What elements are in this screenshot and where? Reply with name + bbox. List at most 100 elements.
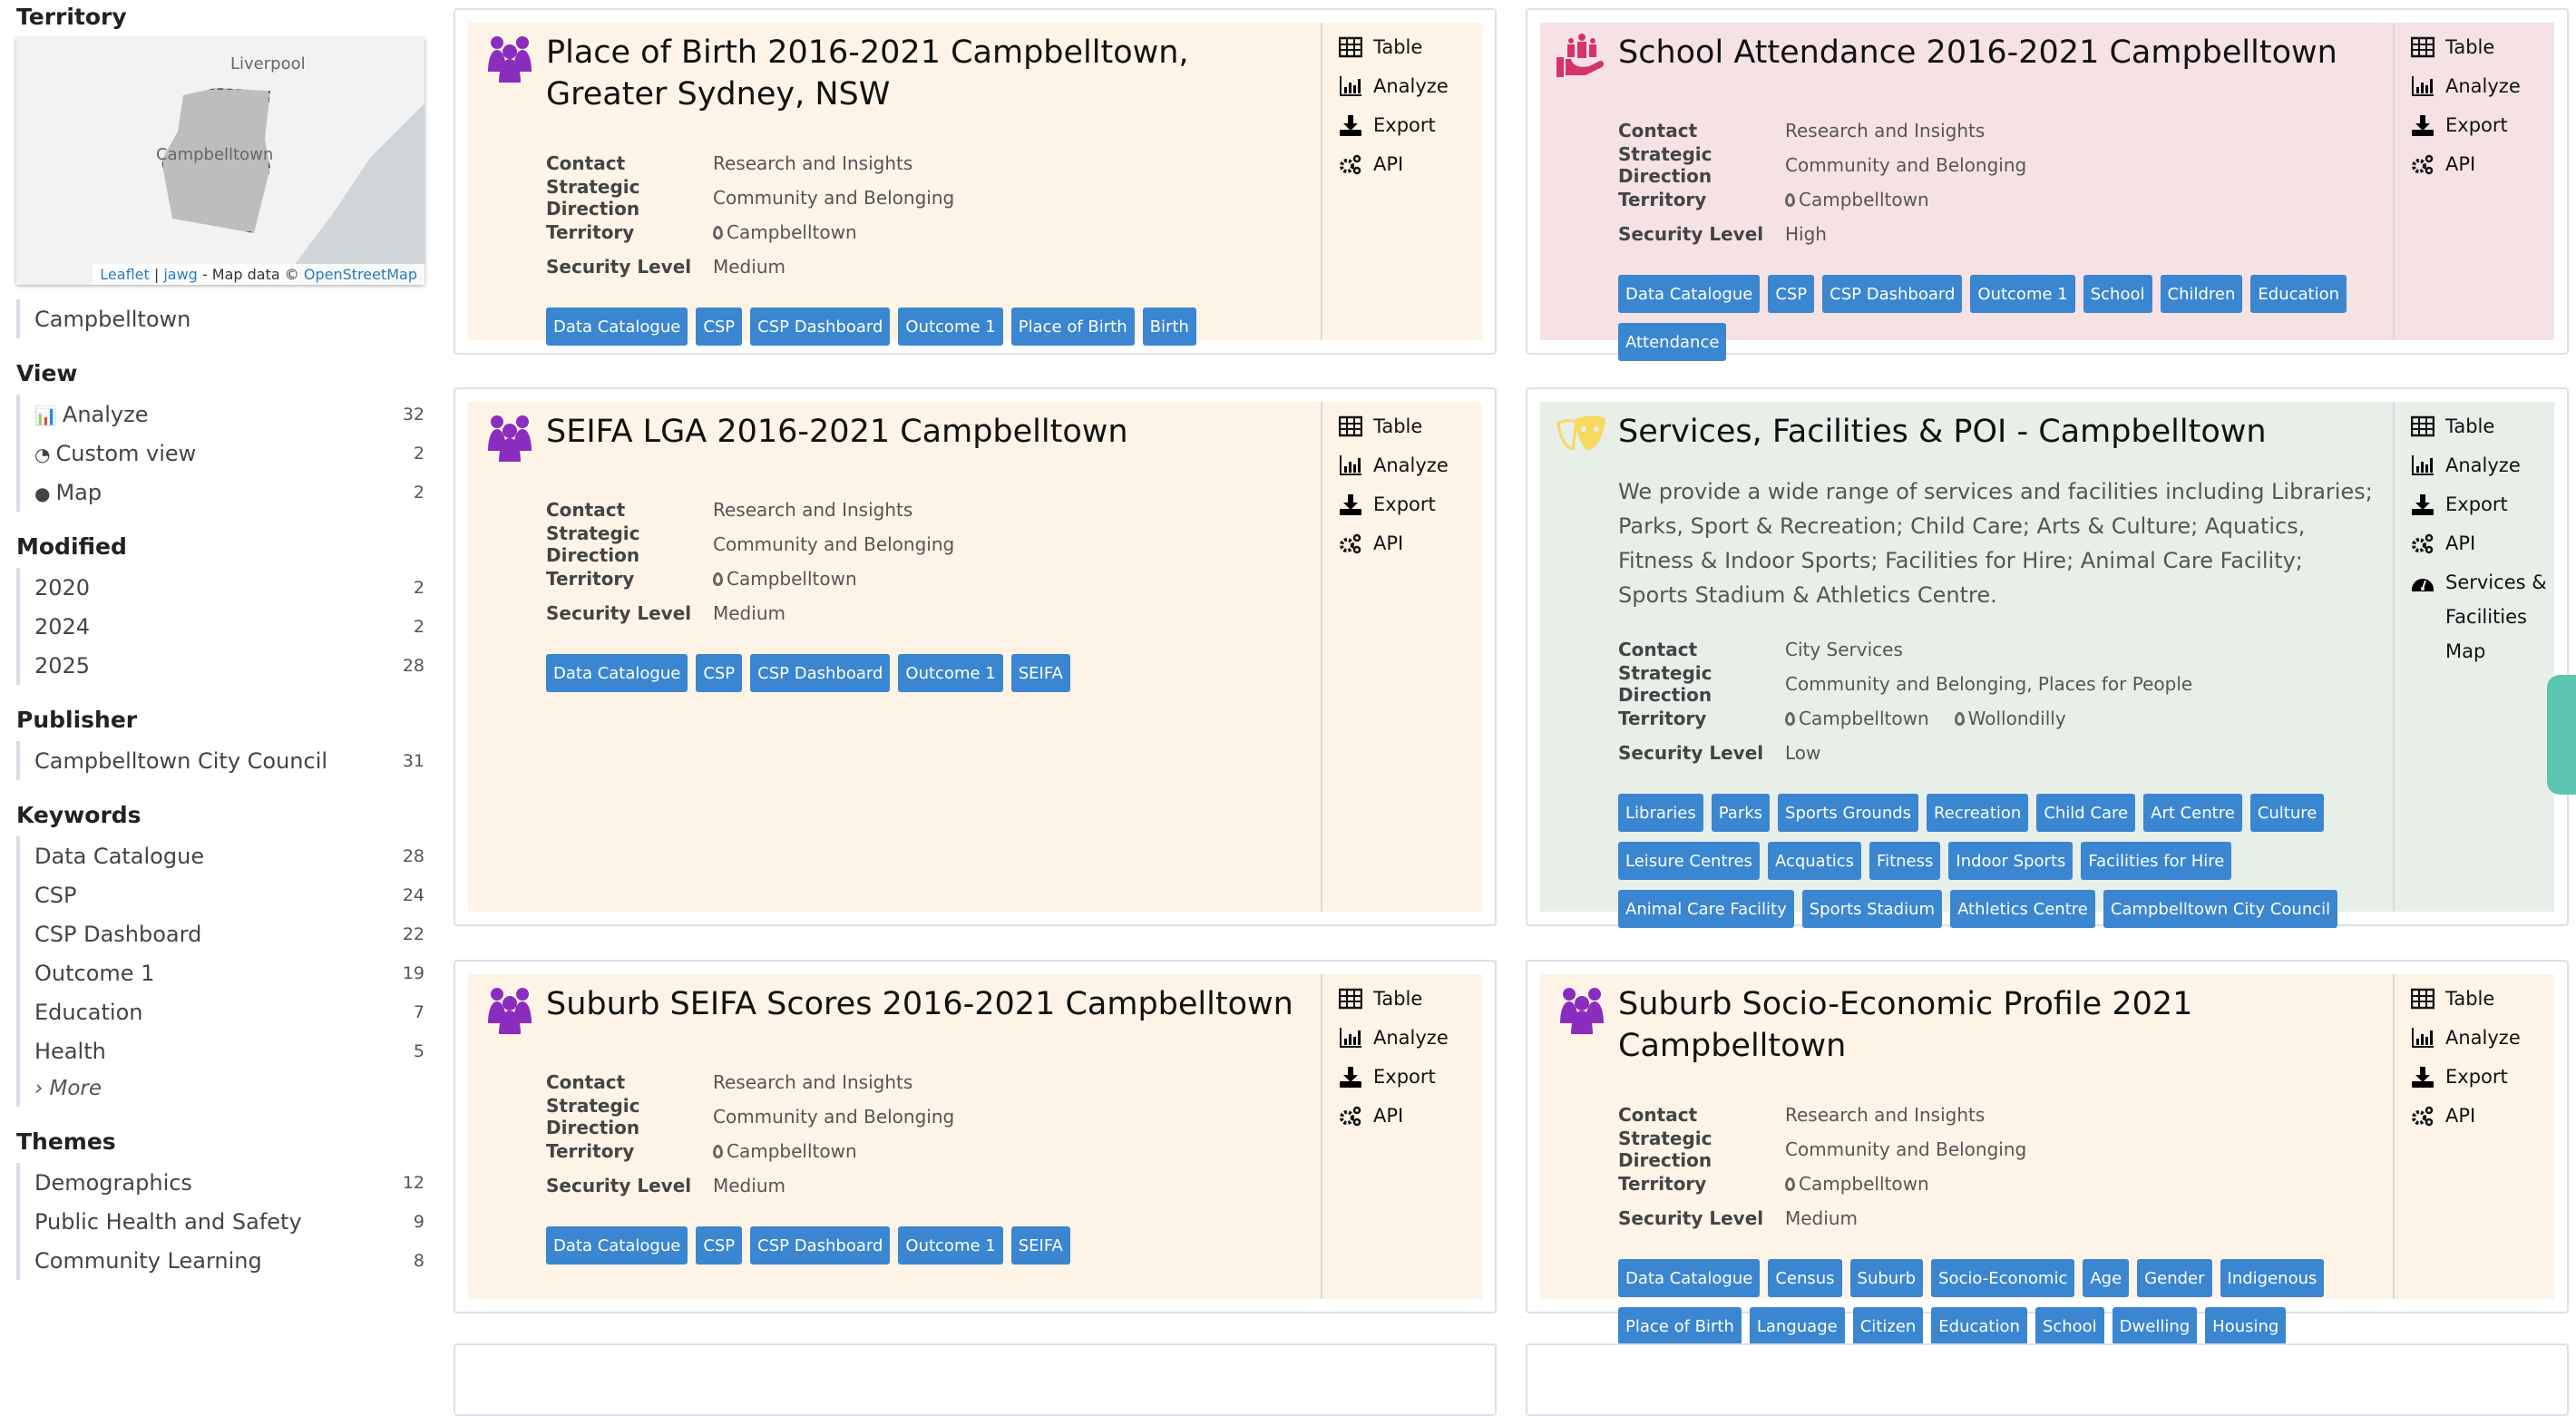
filter-item[interactable]: CSP 24 <box>20 875 424 914</box>
tag-badge[interactable]: Place of Birth <box>1618 1307 1742 1345</box>
filter-item[interactable]: Health 5 <box>20 1031 424 1070</box>
tag-badge[interactable]: Recreation <box>1927 794 2029 832</box>
filter-item[interactable]: 2020 2 <box>20 568 424 607</box>
action-analyze[interactable]: Analyze <box>1339 1020 1482 1060</box>
tag-badge[interactable]: Data Catalogue <box>546 1226 688 1265</box>
action-table[interactable]: Table <box>2411 30 2554 69</box>
filter-item[interactable]: Outcome 1 19 <box>20 953 424 992</box>
filter-item[interactable]: Public Health and Safety 9 <box>20 1202 424 1241</box>
tag-badge[interactable]: Dwelling <box>2112 1307 2198 1345</box>
tag-badge[interactable]: CSP <box>696 654 743 692</box>
action-table[interactable]: Table <box>1339 409 1482 448</box>
tag-badge[interactable]: Indoor Sports <box>1948 842 2073 880</box>
tag-badge[interactable]: Outcome 1 <box>898 308 1003 346</box>
tag-badge[interactable]: Leisure Centres <box>1618 842 1760 880</box>
action-export[interactable]: Export <box>2411 1060 2554 1099</box>
filter-item[interactable]: CSP Dashboard 22 <box>20 914 424 953</box>
filter-item[interactable]: Community Learning 8 <box>20 1241 424 1280</box>
action-api[interactable]: API <box>2411 147 2554 186</box>
dataset-title-link[interactable]: Place of Birth 2016-2021 Campbelltown, G… <box>546 34 1189 112</box>
tag-badge[interactable]: Education <box>2250 275 2347 313</box>
filter-item[interactable]: ● Map 2 <box>20 473 424 512</box>
tag-badge[interactable]: Art Centre <box>2143 794 2242 832</box>
tag-badge[interactable]: Facilities for Hire <box>2081 842 2232 880</box>
territory-map[interactable]: Liverpool Campbelltown Leaflet | jawg - … <box>16 38 424 285</box>
filter-item[interactable]: 📊 Analyze 32 <box>20 395 424 434</box>
action-analyze[interactable]: Analyze <box>2411 1020 2554 1060</box>
action-export[interactable]: Export <box>1339 487 1482 526</box>
action-api[interactable]: API <box>2411 526 2554 565</box>
dataset-title-link[interactable]: Services, Facilities & POI - Campbelltow… <box>1618 414 2267 450</box>
tag-badge[interactable]: CSP Dashboard <box>750 654 891 692</box>
dataset-title-link[interactable]: School Attendance 2016-2021 Campbelltown <box>1618 34 2337 71</box>
tag-badge[interactable]: Citizen <box>1852 1307 1924 1345</box>
filter-item[interactable]: Campbelltown City Council 31 <box>20 741 424 780</box>
tag-badge[interactable]: School <box>2083 275 2152 313</box>
tag-badge[interactable]: Outcome 1 <box>898 1226 1003 1265</box>
tag-badge[interactable]: SEIFA <box>1010 654 1070 692</box>
tag-badge[interactable]: Outcome 1 <box>1970 275 2075 313</box>
tag-badge[interactable]: Suburb <box>1849 1259 1924 1297</box>
tag-badge[interactable]: Language <box>1749 1307 1845 1345</box>
tag-badge[interactable]: CSP <box>696 1226 743 1265</box>
dataset-title-link[interactable]: Suburb SEIFA Scores 2016-2021 Campbellto… <box>546 986 1293 1022</box>
action-analyze[interactable]: Analyze <box>1339 448 1482 487</box>
tag-badge[interactable]: Campbelltown City Council <box>2103 890 2338 928</box>
action-analyze[interactable]: Analyze <box>2411 448 2554 487</box>
dataset-title-link[interactable]: SEIFA LGA 2016-2021 Campbelltown <box>546 414 1128 450</box>
tag-badge[interactable]: CSP Dashboard <box>750 308 891 346</box>
tag-badge[interactable]: Animal Care Facility <box>1618 890 1794 928</box>
floating-tools-tab[interactable] <box>2547 675 2576 795</box>
jawg-link[interactable]: jawg <box>163 266 198 283</box>
action-export[interactable]: Export <box>1339 108 1482 147</box>
action-table[interactable]: Table <box>2411 409 2554 448</box>
tag-badge[interactable]: School <box>2034 1307 2104 1345</box>
action-table[interactable]: Table <box>1339 981 1482 1020</box>
action-export[interactable]: Export <box>1339 1060 1482 1099</box>
leaflet-link[interactable]: Leaflet <box>100 266 150 283</box>
tag-badge[interactable]: Data Catalogue <box>546 308 688 346</box>
tag-badge[interactable]: Sports Stadium <box>1801 890 1943 928</box>
tag-badge[interactable]: Fitness <box>1869 842 1941 880</box>
action-export[interactable]: Export <box>2411 108 2554 147</box>
tag-badge[interactable]: Indigenous <box>2220 1259 2325 1297</box>
action-services-facilities-map[interactable]: Services & Facilities Map <box>2411 565 2554 673</box>
tag-badge[interactable]: Data Catalogue <box>1618 275 1761 313</box>
filter-item[interactable]: 2024 2 <box>20 607 424 646</box>
action-api[interactable]: API <box>1339 526 1482 565</box>
filter-item[interactable]: ◔ Custom view 2 <box>20 434 424 473</box>
tag-badge[interactable]: Housing <box>2205 1307 2287 1345</box>
tag-badge[interactable]: Acquatics <box>1767 842 1862 880</box>
dataset-title-link[interactable]: Suburb Socio-Economic Profile 2021 Campb… <box>1618 986 2193 1064</box>
tag-badge[interactable]: Data Catalogue <box>546 654 688 692</box>
tag-badge[interactable]: SEIFA <box>1010 1226 1070 1265</box>
filter-item[interactable]: Data Catalogue 28 <box>20 836 424 875</box>
action-table[interactable]: Table <box>1339 30 1482 69</box>
osm-link[interactable]: OpenStreetMap <box>303 266 417 283</box>
tag-badge[interactable]: Gender <box>2137 1259 2212 1297</box>
tag-badge[interactable]: Census <box>1768 1259 1842 1297</box>
action-analyze[interactable]: Analyze <box>1339 69 1482 108</box>
tag-badge[interactable]: Age <box>2083 1259 2130 1297</box>
tag-badge[interactable]: Sports Grounds <box>1778 794 1919 832</box>
filter-item[interactable]: 2025 28 <box>20 646 424 685</box>
filter-item[interactable]: Education 7 <box>20 992 424 1031</box>
tag-badge[interactable]: Socio-Economic <box>1931 1259 2075 1297</box>
tag-badge[interactable]: Parks <box>1711 794 1771 832</box>
filter-item[interactable]: Demographics 12 <box>20 1163 424 1202</box>
tag-badge[interactable]: Attendance <box>1618 323 1727 361</box>
tag-badge[interactable]: Data Catalogue <box>1618 1259 1761 1297</box>
tag-badge[interactable]: Education <box>1931 1307 2027 1345</box>
tag-badge[interactable]: Athletics Centre <box>1950 890 2095 928</box>
tag-badge[interactable]: Outcome 1 <box>898 654 1003 692</box>
action-export[interactable]: Export <box>2411 487 2554 526</box>
action-table[interactable]: Table <box>2411 981 2554 1020</box>
tag-badge[interactable]: Children <box>2160 275 2243 313</box>
action-api[interactable]: API <box>1339 147 1482 186</box>
action-api[interactable]: API <box>1339 1099 1482 1138</box>
territory-item[interactable]: Campbelltown <box>20 299 424 338</box>
tag-badge[interactable]: CSP Dashboard <box>750 1226 891 1265</box>
tag-badge[interactable]: CSP Dashboard <box>1822 275 1963 313</box>
action-analyze[interactable]: Analyze <box>2411 69 2554 108</box>
tag-badge[interactable]: CSP <box>1768 275 1815 313</box>
